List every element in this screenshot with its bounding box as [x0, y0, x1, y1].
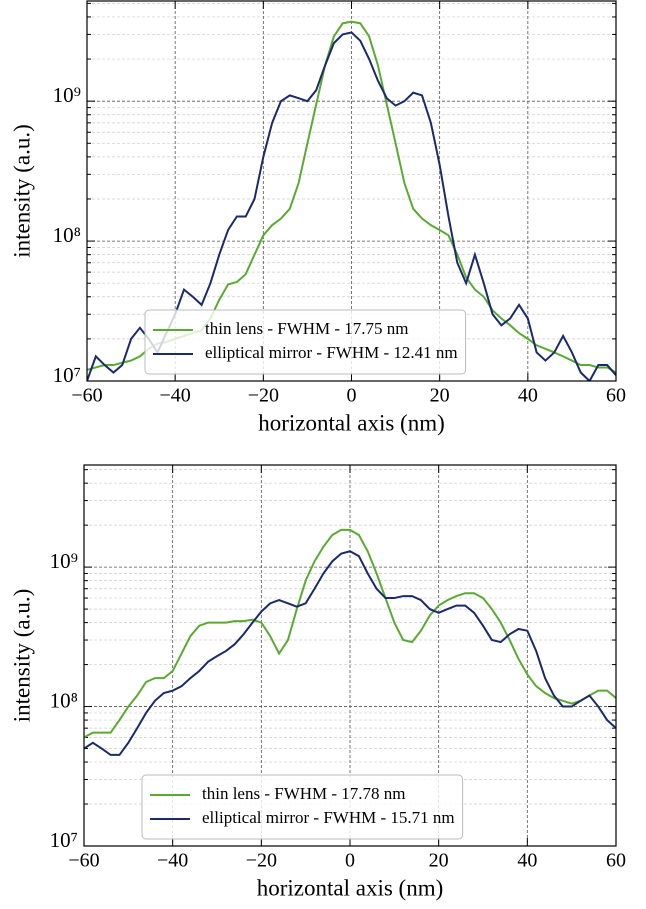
x-tick-label: −20	[248, 385, 279, 407]
x-tick-label: 40	[517, 850, 537, 872]
x-axis-label: horizontal axis (nm)	[258, 410, 445, 435]
plot-lines	[84, 528, 616, 756]
x-tick-label: −40	[157, 850, 188, 872]
y-tick-label: 10⁷	[53, 363, 81, 387]
legend: thin lens - FWHM - 17.75 nm elliptical mi…	[144, 309, 467, 375]
data-line	[84, 528, 616, 739]
y-axis-label: intensity (a.u.)	[9, 124, 34, 258]
legend-label: thin lens - FWHM - 17.75 nm	[205, 319, 409, 338]
chart-panel: 10⁷ 10⁸ 10⁹ −60 −40 −20 0 20 40 60 horizontal axis…	[9, 464, 626, 900]
x-tick-label: −20	[246, 850, 277, 872]
y-tick-label: 10⁸	[53, 223, 81, 247]
legend-box	[141, 774, 464, 840]
plot-frame	[86, 0, 617, 382]
x-axis-label: horizontal axis (nm)	[257, 875, 444, 900]
x-tick-label: 40	[518, 385, 538, 407]
x-tick-label: −40	[160, 385, 191, 407]
x-tick-label: 0	[345, 850, 355, 872]
y-axis-label: intensity (a.u.)	[9, 589, 34, 723]
legend-label: elliptical mirror - FWHM - 12.41 nm	[205, 343, 458, 362]
x-tick-label: 0	[347, 385, 357, 407]
x-tick-label: 20	[430, 385, 450, 407]
x-tick-label: 60	[606, 850, 626, 872]
plot-frame	[83, 464, 617, 847]
y-tick-label: 10⁸	[50, 688, 78, 712]
chart-panel: 10⁷ 10⁸ 10⁹ −60 −40 −20 0 20 40 60 horizontal axis…	[9, 0, 626, 435]
legend-box	[144, 309, 467, 375]
x-tick-label: −60	[68, 850, 99, 872]
legend: thin lens - FWHM - 17.78 nm elliptical mi…	[141, 774, 464, 840]
y-tick-label: 10⁷	[50, 828, 78, 852]
y-tick-label: 10⁹	[53, 83, 81, 107]
x-tick-label: 60	[606, 385, 626, 407]
legend-label: elliptical mirror - FWHM - 15.71 nm	[202, 808, 455, 827]
x-tick-label: 20	[429, 850, 449, 872]
x-tick-label: −60	[71, 385, 102, 407]
y-tick-label: 10⁹	[50, 549, 78, 573]
legend-label: thin lens - FWHM - 17.78 nm	[202, 784, 406, 803]
data-line	[84, 550, 616, 756]
